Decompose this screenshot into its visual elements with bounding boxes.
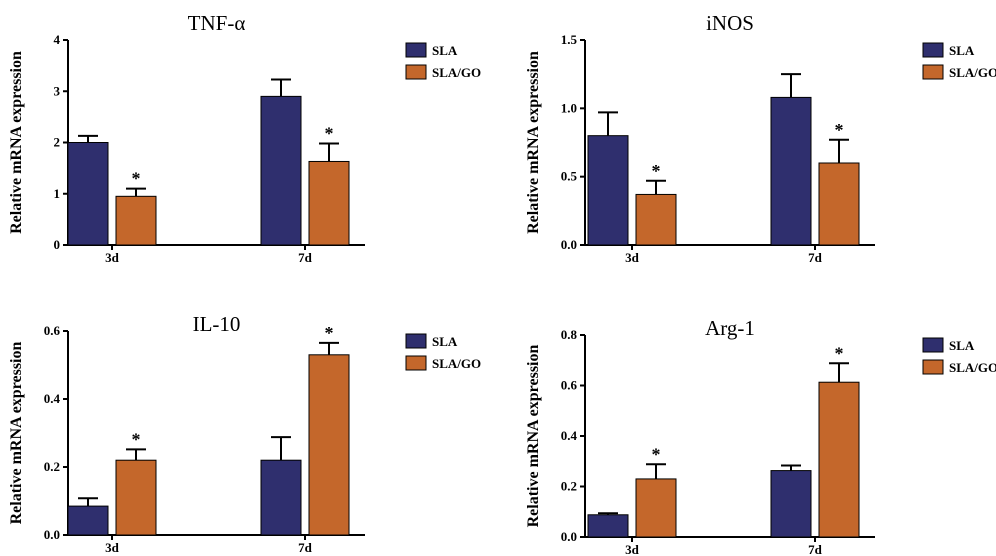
legend-swatch-sla	[405, 333, 427, 349]
chart-title: Arg-1	[705, 316, 755, 340]
chart-panel-2: iNOS Relative mRNA expression 0.0 0.5 1.0 1.5…	[525, 11, 996, 265]
x-tick-label: 7d	[298, 540, 313, 555]
significance-marker: *	[652, 161, 661, 181]
bar-sla-go-3d	[635, 193, 677, 246]
y-tick-label: 3	[54, 83, 61, 98]
y-axis-label: Relative mRNA expression	[8, 51, 25, 234]
legend: SLA SLA/GO	[922, 337, 996, 375]
legend-label: SLA	[949, 338, 975, 353]
y-tick-label: 0.6	[561, 378, 578, 393]
y-tick-label: 0.5	[561, 169, 578, 184]
legend-label: SLA/GO	[432, 65, 481, 80]
x-tick-label: 3d	[625, 542, 640, 556]
bar-sla-7d	[770, 470, 812, 538]
significance-marker: *	[835, 120, 844, 140]
x-tick-label: 7d	[808, 542, 823, 556]
legend-label: SLA/GO	[949, 360, 996, 375]
y-tick-label: 0.8	[561, 327, 578, 342]
bar-sla-go-7d	[818, 381, 860, 538]
x-tick-label: 3d	[105, 250, 120, 265]
bar-sla-go-3d	[635, 478, 677, 538]
bar-sla-3d	[67, 142, 109, 246]
legend-swatch-sla	[922, 337, 944, 353]
y-tick-label: 0.2	[561, 479, 577, 494]
legend: SLA SLA/GO	[405, 42, 481, 80]
bar-sla-go-7d	[308, 160, 350, 246]
y-tick-label: 1.0	[561, 100, 577, 115]
legend-swatch-sla-go	[405, 355, 427, 371]
y-tick-label: 0.0	[561, 237, 577, 252]
legend-swatch-sla-go	[922, 359, 944, 375]
bar-sla-7d	[260, 95, 302, 246]
y-tick-label: 0.4	[561, 428, 578, 443]
chart-panel-1: TNF-α Relative mRNA expression 0 1 2 3 4 3d * 7d *…	[8, 11, 481, 265]
y-tick-label: 1.5	[561, 32, 578, 47]
legend-label: SLA	[949, 43, 975, 58]
significance-marker: *	[132, 169, 141, 189]
bar-sla-7d	[260, 459, 302, 536]
bar-sla-go-7d	[308, 354, 350, 536]
significance-marker: *	[835, 343, 844, 363]
significance-marker: *	[652, 444, 661, 464]
y-tick-label: 1	[54, 186, 61, 201]
bar-sla-3d	[587, 514, 629, 538]
y-tick-label: 4	[54, 32, 61, 47]
y-tick-label: 0.0	[561, 529, 577, 544]
y-axis-label: Relative mRNA expression	[525, 51, 542, 234]
x-tick-label: 7d	[808, 250, 823, 265]
legend-label: SLA/GO	[949, 65, 996, 80]
y-tick-label: 0.2	[44, 459, 60, 474]
y-tick-label: 0.4	[44, 391, 61, 406]
significance-marker: *	[132, 429, 141, 449]
y-axis-label: Relative mRNA expression	[8, 342, 25, 525]
legend-label: SLA/GO	[432, 356, 481, 371]
y-tick-label: 0	[54, 237, 61, 252]
legend: SLA SLA/GO	[405, 333, 481, 371]
significance-marker: *	[325, 323, 334, 343]
chart-title: IL-10	[193, 312, 241, 336]
bar-sla-go-7d	[818, 162, 860, 246]
x-tick-label: 7d	[298, 250, 313, 265]
bar-sla-go-3d	[115, 459, 157, 536]
x-tick-label: 3d	[625, 250, 640, 265]
y-tick-label: 0.6	[44, 323, 61, 338]
legend-swatch-sla-go	[405, 64, 427, 80]
bar-sla-7d	[770, 96, 812, 246]
x-tick-label: 3d	[105, 540, 120, 555]
y-tick-label: 2	[54, 135, 61, 150]
legend-swatch-sla-go	[922, 64, 944, 80]
legend-label: SLA	[432, 334, 458, 349]
significance-marker: *	[325, 124, 334, 144]
bar-sla-3d	[587, 135, 629, 246]
chart-title: TNF-α	[188, 11, 246, 35]
chart-panel-4: Arg-1 Relative mRNA expression 0.0 0.2 0.4 0.…	[525, 316, 996, 556]
legend: SLA SLA/GO	[922, 42, 996, 80]
y-tick-label: 0.0	[44, 527, 60, 542]
y-axis-label: Relative mRNA expression	[525, 345, 542, 528]
chart-title: iNOS	[706, 11, 754, 35]
legend-swatch-sla	[405, 42, 427, 58]
legend-label: SLA	[432, 43, 458, 58]
bar-sla-go-3d	[115, 195, 157, 246]
bar-sla-3d	[67, 505, 109, 536]
legend-swatch-sla	[922, 42, 944, 58]
chart-panel-3: IL-10 Relative mRNA expression 0.0 0.2 0.4 0.…	[8, 312, 481, 555]
